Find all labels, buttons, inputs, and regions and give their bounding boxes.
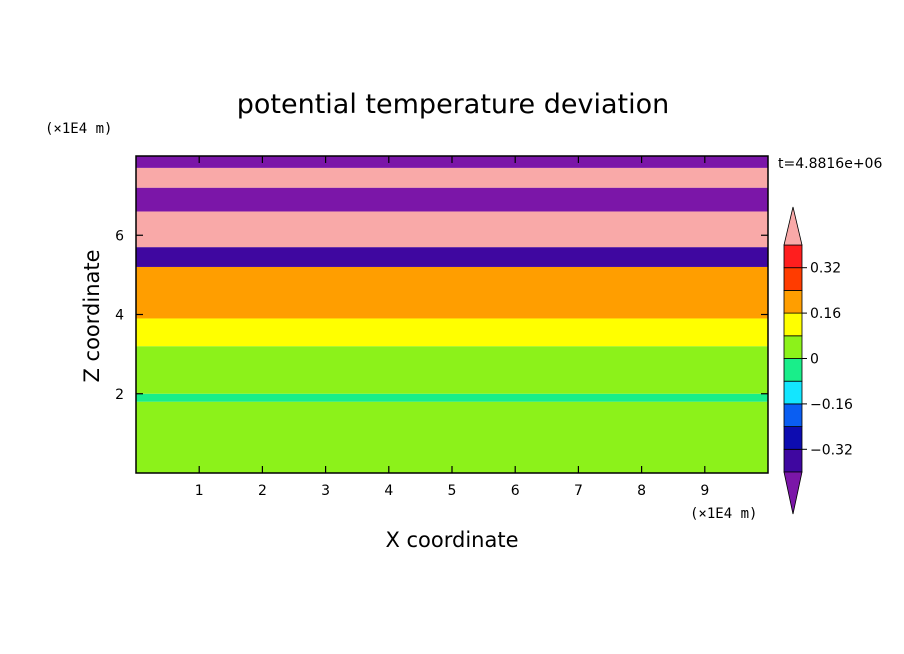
colorbar-box-5 xyxy=(783,335,803,359)
field-band-1 xyxy=(136,393,768,402)
x-tick-label-7: 7 xyxy=(574,483,583,499)
y-tick-label-6: 6 xyxy=(115,228,124,244)
contour-field xyxy=(136,156,768,473)
colorbar-label: 0.32 xyxy=(810,261,841,277)
x-tick-label-9: 9 xyxy=(700,483,709,499)
field-band-4 xyxy=(136,266,768,319)
colorbar-max-arrow xyxy=(783,206,803,246)
plot-frame xyxy=(135,155,769,474)
x-tick-label-5: 5 xyxy=(448,483,457,499)
y-axis-label: Z coordinate xyxy=(80,249,104,382)
y-axis-ticks: 2 4 6 xyxy=(115,228,768,403)
colorbar-box-2 xyxy=(783,403,803,427)
field-band-5 xyxy=(136,247,768,267)
colorbar-box-4 xyxy=(783,358,803,382)
colorbar-box-7 xyxy=(783,289,803,314)
y-axis-units: (×1E4 m) xyxy=(45,121,112,137)
colorbar-label: −0.16 xyxy=(810,397,853,413)
field-band-7 xyxy=(136,187,768,212)
colorbar: 0.32 0.16 0 −0.16 −0.32 xyxy=(783,206,853,515)
field-band-6 xyxy=(136,211,768,248)
colorbar-box-0 xyxy=(783,448,803,473)
colorbar-box-6 xyxy=(783,312,803,337)
colorbar-box-3 xyxy=(783,380,803,405)
x-tick-label-1: 1 xyxy=(195,483,204,499)
x-tick-label-4: 4 xyxy=(384,483,393,499)
colorbar-min-arrow xyxy=(783,471,803,515)
time-label: t=4.8816e+06 xyxy=(778,156,882,172)
colorbar-box-1 xyxy=(783,426,803,450)
colorbar-label: −0.32 xyxy=(810,442,853,458)
x-tick-label-3: 3 xyxy=(321,483,330,499)
x-axis-ticks: 1 2 3 4 5 6 7 8 9 xyxy=(195,156,709,499)
y-tick-label-2: 2 xyxy=(115,387,124,403)
x-tick-label-6: 6 xyxy=(511,483,520,499)
field-band-2 xyxy=(136,346,768,394)
colorbar-box-9 xyxy=(783,244,803,269)
field-band-3 xyxy=(136,318,768,347)
colorbar-box-8 xyxy=(783,267,803,291)
x-tick-label-8: 8 xyxy=(637,483,646,499)
field-band-0 xyxy=(136,401,768,473)
colorbar-label: 0.16 xyxy=(810,306,841,322)
chart-title: potential temperature deviation xyxy=(237,89,669,120)
x-axis-units: (×1E4 m) xyxy=(690,506,757,522)
colorbar-label: 0 xyxy=(810,352,819,368)
x-tick-label-2: 2 xyxy=(258,483,267,499)
x-axis-label: X coordinate xyxy=(385,528,518,552)
y-tick-label-4: 4 xyxy=(115,308,124,324)
field-band-8 xyxy=(136,167,768,188)
